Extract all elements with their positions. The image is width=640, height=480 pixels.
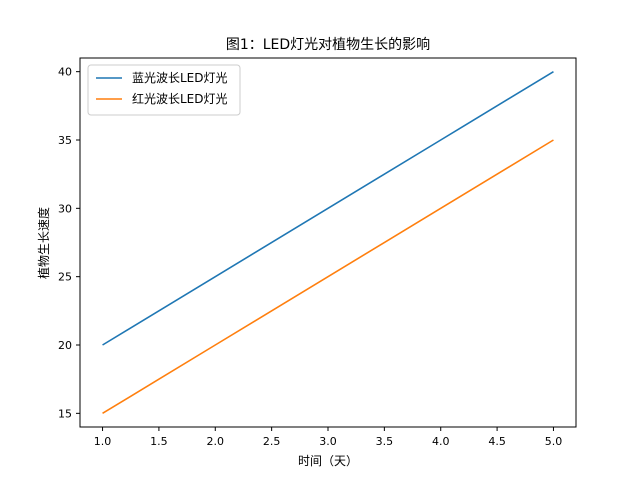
legend-label-1: 蓝光波长LED灯光 [132, 71, 228, 85]
y-tick-label: 30 [58, 202, 72, 215]
y-axis-label: 植物生长速度 [36, 207, 51, 279]
x-tick-label: 4.5 [488, 435, 506, 448]
x-tick-label: 5.0 [545, 435, 563, 448]
series-line-2 [102, 139, 554, 415]
x-tick-label: 3.5 [376, 435, 394, 448]
x-tick-label: 4.0 [432, 435, 450, 448]
y-tick-label: 15 [58, 407, 72, 420]
x-tick-label: 2.5 [263, 435, 281, 448]
x-tick-label: 2.0 [207, 435, 225, 448]
x-axis-label: 时间（天） [298, 454, 358, 468]
legend-label-2: 红光波长LED灯光 [132, 91, 228, 106]
x-tick-label: 1.5 [150, 435, 168, 448]
y-tick-label: 20 [58, 339, 72, 352]
y-tick-label: 40 [58, 66, 72, 79]
y-tick-label: 35 [58, 134, 72, 147]
plot-area: 1.0 1.5 2.0 2.5 3.0 3.5 4.0 4.5 5.0 15 20 25 30 35 40 [58, 57, 577, 448]
legend-box [87, 64, 241, 116]
x-tick-label: 1.0 [94, 435, 112, 448]
x-tick-label: 3.0 [319, 435, 337, 448]
chart-title: 图1：LED灯光对植物生长的影响 [226, 37, 430, 53]
y-tick-label: 25 [58, 271, 72, 284]
series-line-1 [102, 70, 554, 346]
